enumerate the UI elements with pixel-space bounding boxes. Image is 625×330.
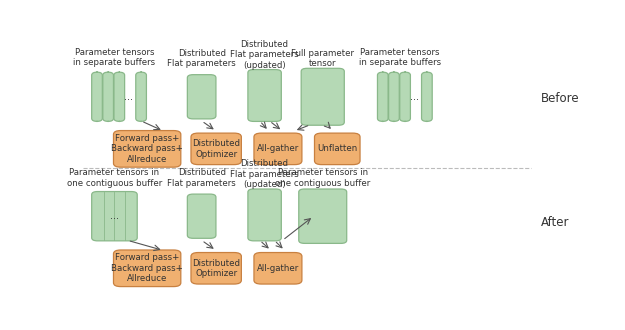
Text: Before: Before bbox=[541, 91, 579, 105]
FancyBboxPatch shape bbox=[248, 189, 281, 241]
FancyBboxPatch shape bbox=[92, 191, 138, 241]
Text: Forward pass+
Backward pass+
Allreduce: Forward pass+ Backward pass+ Allreduce bbox=[111, 253, 183, 283]
FancyBboxPatch shape bbox=[114, 72, 124, 121]
Text: Distributed
Optimizer: Distributed Optimizer bbox=[192, 139, 240, 158]
Text: Full parameter
tensor: Full parameter tensor bbox=[291, 49, 354, 68]
Text: All-gather: All-gather bbox=[257, 144, 299, 153]
Text: ...: ... bbox=[410, 92, 419, 102]
Text: Parameter tensors in
one contiguous buffer: Parameter tensors in one contiguous buff… bbox=[275, 168, 371, 188]
Text: Forward pass+
Backward pass+
Allreduce: Forward pass+ Backward pass+ Allreduce bbox=[111, 134, 183, 164]
Text: ...: ... bbox=[110, 211, 119, 221]
FancyBboxPatch shape bbox=[188, 75, 216, 119]
Text: Unflatten: Unflatten bbox=[317, 144, 357, 153]
FancyBboxPatch shape bbox=[114, 250, 181, 286]
FancyBboxPatch shape bbox=[301, 68, 344, 125]
FancyBboxPatch shape bbox=[299, 189, 347, 244]
FancyBboxPatch shape bbox=[114, 131, 181, 167]
FancyBboxPatch shape bbox=[421, 72, 432, 121]
Text: Distributed
Optimizer: Distributed Optimizer bbox=[192, 259, 240, 278]
Text: Parameter tensors
in separate buffers: Parameter tensors in separate buffers bbox=[359, 48, 441, 67]
Text: Distributed
Flat parameters: Distributed Flat parameters bbox=[168, 49, 236, 68]
FancyBboxPatch shape bbox=[136, 72, 146, 121]
Text: Parameter tensors
in separate buffers: Parameter tensors in separate buffers bbox=[73, 48, 156, 67]
FancyBboxPatch shape bbox=[188, 194, 216, 238]
FancyBboxPatch shape bbox=[248, 70, 281, 121]
Text: Distributed
Flat parameters
(updated): Distributed Flat parameters (updated) bbox=[230, 159, 299, 189]
Text: Parameter tensors in
one contiguous buffer: Parameter tensors in one contiguous buff… bbox=[67, 168, 162, 188]
FancyBboxPatch shape bbox=[92, 72, 103, 121]
FancyBboxPatch shape bbox=[191, 252, 241, 284]
Text: Distributed
Flat parameters: Distributed Flat parameters bbox=[168, 168, 236, 188]
FancyBboxPatch shape bbox=[400, 72, 411, 121]
Text: After: After bbox=[541, 216, 569, 229]
Text: All-gather: All-gather bbox=[257, 264, 299, 273]
Text: Distributed
Flat parameters
(updated): Distributed Flat parameters (updated) bbox=[230, 40, 299, 70]
Text: ...: ... bbox=[124, 92, 133, 102]
FancyBboxPatch shape bbox=[389, 72, 399, 121]
FancyBboxPatch shape bbox=[314, 133, 360, 165]
FancyBboxPatch shape bbox=[378, 72, 388, 121]
FancyBboxPatch shape bbox=[191, 133, 241, 165]
FancyBboxPatch shape bbox=[254, 133, 302, 165]
FancyBboxPatch shape bbox=[254, 252, 302, 284]
FancyBboxPatch shape bbox=[103, 72, 114, 121]
